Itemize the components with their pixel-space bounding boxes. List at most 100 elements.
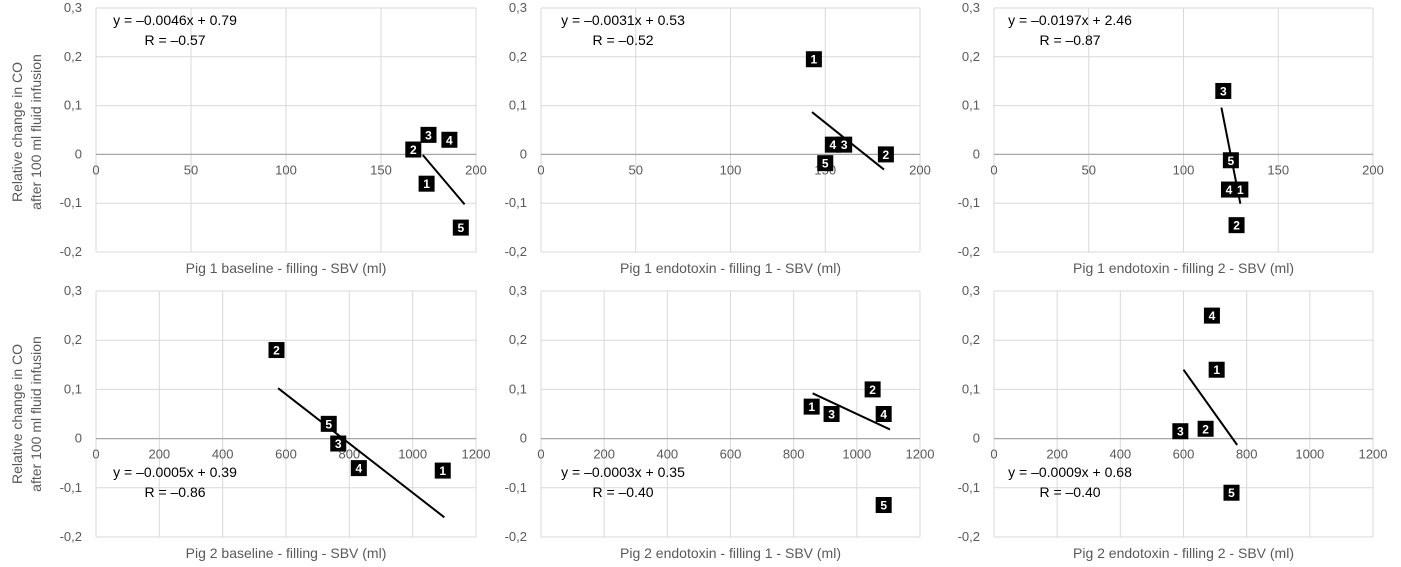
x-tick-label: 200 — [909, 162, 931, 177]
point-label: 2 — [1202, 422, 1209, 436]
data-point-3: 3 — [420, 126, 437, 143]
x-tick-label: 1200 — [462, 447, 491, 462]
y-tick-label: 0,1 — [509, 98, 527, 113]
trendline — [812, 392, 891, 431]
x-tick-label: 100 — [720, 162, 742, 177]
correlation-r: R = –0.40 — [1039, 484, 1100, 500]
x-tick-label: 800 — [783, 447, 805, 462]
point-label: 4 — [446, 133, 453, 147]
x-tick-label: 50 — [629, 162, 643, 177]
y-tick-label: -0,1 — [958, 480, 980, 495]
data-point-1: 1 — [418, 175, 435, 192]
y-tick-label: 0,1 — [64, 381, 82, 396]
point-label: 3 — [841, 138, 848, 152]
point-label: 2 — [1233, 219, 1240, 233]
point-label: 4 — [880, 408, 887, 422]
y-tick-label: 0,2 — [509, 49, 527, 64]
panel-6: -0,2 -0,1 0 0,1 0,2 0,3 0 200 400 600 800 1000 1200 P… — [958, 283, 1388, 561]
x-tick-label: 150 — [1267, 162, 1289, 177]
y-tick-label: 0,3 — [509, 283, 527, 298]
y-tick-label: 0,2 — [64, 49, 82, 64]
point-label: 5 — [325, 417, 332, 431]
y-tick-label: 0 — [520, 146, 527, 161]
point-marker — [824, 136, 841, 153]
x-tick-label: 50 — [184, 162, 198, 177]
point-label: 3 — [425, 128, 432, 142]
x-tick-label: 400 — [212, 447, 234, 462]
y-tick-label: 0,3 — [509, 0, 527, 15]
y-tick-label: -0,2 — [958, 529, 980, 544]
correlation-r: R = –0.52 — [592, 32, 653, 48]
trendline — [422, 154, 466, 206]
regression-equation: y = –0.0005x + 0.39 — [113, 464, 237, 480]
point-marker — [875, 497, 892, 514]
data-point-5: 5 — [320, 415, 337, 432]
point-marker — [1228, 217, 1245, 234]
data-point-5: 5 — [817, 155, 834, 172]
y-tick-label: 0 — [75, 146, 82, 161]
y-tick-label: -0,2 — [505, 529, 527, 544]
data-point-4: 4 — [824, 136, 841, 153]
panel-5: -0,2 -0,1 0 0,1 0,2 0,3 0 200 400 600 800 1000 1200 P… — [505, 283, 935, 561]
y-tick-label: 0,3 — [962, 283, 980, 298]
y-tick-label: 0,2 — [509, 332, 527, 347]
x-tick-label: 1000 — [1295, 447, 1324, 462]
ylabel-bottom-line1: Relative change in CO — [9, 344, 25, 484]
y-tick-label: 0,1 — [64, 98, 82, 113]
regression-equation: y = –0.0009x + 0.68 — [1008, 464, 1132, 480]
point-marker — [1223, 484, 1240, 501]
point-label: 1 — [1237, 183, 1244, 197]
data-point-2: 2 — [405, 141, 422, 158]
x-tick-label: 0 — [537, 447, 544, 462]
panel-1: -0,2 -0,1 0 0,1 0,2 0,3 0 50 100 150 200 Pig 1 base… — [60, 0, 487, 276]
data-point-4: 4 — [875, 406, 892, 422]
point-label: 5 — [1228, 486, 1235, 500]
x-tick-label: 100 — [1173, 162, 1195, 177]
point-marker — [418, 175, 435, 192]
trendline — [1182, 369, 1239, 446]
point-marker — [1215, 82, 1232, 99]
point-marker — [452, 219, 469, 236]
y-tick-label: 0,2 — [64, 332, 82, 347]
point-label: 1 — [811, 53, 818, 67]
data-point-1: 1 — [1208, 361, 1225, 378]
point-marker — [434, 462, 451, 479]
trendline — [277, 387, 445, 519]
y-tick-label: -0,2 — [505, 244, 527, 259]
y-tick-label: 0,1 — [962, 98, 980, 113]
shared-ylabel-bottom: Relative change in CO after 100 ml fluid… — [9, 336, 44, 492]
x-tick-label: 400 — [1109, 447, 1131, 462]
point-label: 2 — [410, 143, 417, 157]
x-tick-label: 200 — [1046, 447, 1068, 462]
ylabel-bottom-line2: after 100 ml fluid infusion — [28, 336, 44, 492]
point-marker — [864, 381, 881, 398]
x-tick-label: 0 — [92, 447, 99, 462]
point-label: 4 — [829, 138, 836, 152]
shared-ylabel-top: Relative change in CO after 100 ml fluid… — [9, 54, 44, 210]
y-tick-label: -0,1 — [958, 195, 980, 210]
y-tick-label: 0,3 — [962, 0, 980, 15]
point-label: 5 — [822, 157, 829, 171]
y-tick-label: 0,3 — [64, 0, 82, 15]
y-tick-label: 0,1 — [962, 381, 980, 396]
x-axis-title: Pig 1 endotoxin - filling 1 - SBV (ml) — [620, 260, 841, 276]
point-marker — [1203, 307, 1220, 324]
point-label: 2 — [273, 344, 280, 358]
panel-4: -0,2-0,100,10,20,30 200 400 600 800 1000 1200P… — [60, 283, 491, 561]
panel-3: -0,2 -0,1 0 0,1 0,2 0,3 0 50 100 150 200 Pig 1 endo… — [958, 0, 1384, 276]
y-tick-label: -0,2 — [958, 244, 980, 259]
data-point-2: 2 — [877, 146, 894, 163]
y-tick-label: 0 — [973, 431, 980, 446]
x-tick-label: 1200 — [1359, 447, 1388, 462]
x-axis-title: Pig 2 baseline - filling - SBV (ml) — [186, 545, 387, 561]
y-tick-label: 0,3 — [64, 283, 82, 298]
regression-equation: y = –0.0031x + 0.53 — [561, 12, 685, 28]
point-marker — [1208, 361, 1225, 378]
data-point-3: 3 — [1172, 423, 1189, 440]
data-point-2: 2 — [1197, 420, 1214, 437]
data-point-5: 5 — [1222, 152, 1239, 169]
point-marker — [803, 398, 820, 415]
point-label: 1 — [808, 400, 815, 414]
